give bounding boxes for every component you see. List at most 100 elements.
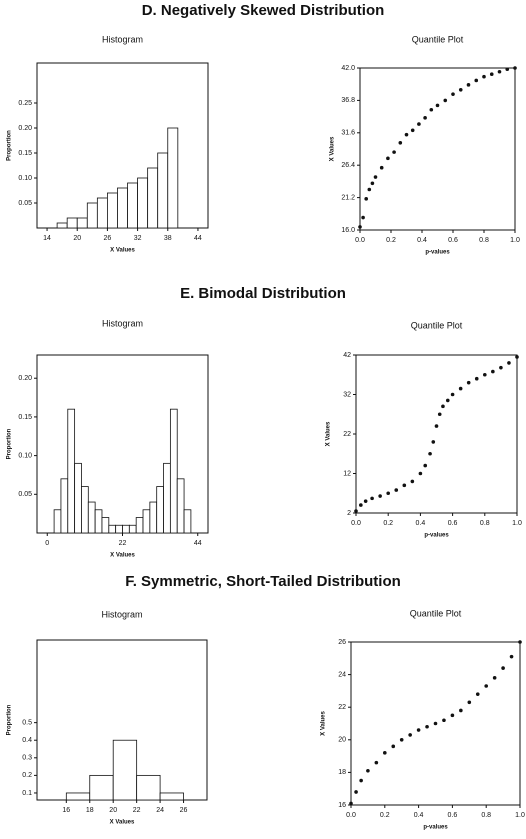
x-tick-label: 0 [45,540,49,547]
point [474,78,479,83]
point [458,386,463,391]
bar [89,774,114,801]
y-tick-label: 12 [343,470,351,477]
x-tick-label: 0.2 [380,812,390,819]
point [410,479,415,484]
point [359,503,363,507]
point [445,398,450,403]
x-axis-label: X Values [110,553,135,559]
point [354,509,358,513]
bar [122,524,130,534]
x-axis-label: p-values [423,825,448,831]
point [431,440,436,444]
y-tick-label: 0.05 [18,491,32,498]
point [450,392,455,397]
y-tick-label: 32 [343,391,351,398]
point [425,724,429,729]
point [398,140,403,145]
bar [76,217,88,229]
bar [53,509,62,534]
x-tick-label: 44 [194,540,202,547]
bar [94,509,103,534]
point [434,424,439,428]
y-axis-label: Proportion [7,428,13,459]
point [358,225,362,229]
point [458,88,463,92]
y-tick-label: 0.20 [18,375,32,382]
y-tick-label: 0.05 [18,200,32,207]
bar [136,774,161,801]
y-tick-label: 0.5 [22,719,32,726]
y-tick-label: 24 [338,671,346,678]
bar [108,524,117,534]
y-tick-label: 36.8 [341,97,355,104]
point [370,496,374,501]
y-tick-label: 0.15 [18,150,32,157]
y-axis-label: Proportion [7,704,13,735]
y-tick-label: 0.3 [22,755,32,762]
bar [96,197,108,229]
x-tick-label: 44 [194,235,202,242]
section-title: F. Symmetric, Short-Tailed Distribution [125,573,401,590]
point [443,98,448,103]
x-tick-label: 20 [73,235,81,242]
point [391,744,396,749]
y-axis-label: X Values [321,710,327,735]
point [492,676,497,680]
point [378,494,382,498]
x-tick-label: 0.2 [383,520,393,527]
bar [117,187,128,229]
bar [176,478,185,534]
y-axis-label: X Values [330,136,336,161]
bar [137,177,149,229]
point [417,122,421,126]
bar [147,167,159,229]
x-tick-label: 26 [180,807,188,814]
point [509,654,514,659]
point [433,721,438,726]
point [366,768,370,773]
point [386,156,390,161]
point [507,361,511,365]
point [489,72,494,77]
bar [135,517,144,534]
x-tick-label: 0.4 [417,237,427,244]
point [374,760,379,765]
y-axis-label: X Values [326,421,332,446]
x-axis-label: p-values [425,250,450,256]
plot-frame [355,354,518,514]
x-tick-label: 0.6 [448,520,458,527]
x-axis-label: p-values [424,533,449,539]
point [404,132,409,137]
plot-frame [350,641,521,806]
bar [163,462,171,534]
y-tick-label: 42.0 [341,65,355,72]
x-axis-label: X Values [110,248,135,254]
point [491,369,495,374]
bar [67,408,76,534]
y-tick-label: 26.4 [341,162,355,169]
point [370,181,375,186]
y-tick-label: 16.0 [341,227,355,234]
point [394,488,399,492]
bar [101,517,110,534]
point [501,666,505,670]
y-tick-label: 0.4 [22,737,32,744]
point [518,640,522,644]
point [515,355,519,359]
chart-title: Quantile Plot [411,320,463,330]
point [423,116,427,120]
point [386,491,391,496]
y-tick-label: 20 [338,737,346,744]
bar [159,792,184,801]
point [435,103,440,108]
x-tick-label: 1.0 [515,812,525,819]
bar [127,182,138,229]
bar [183,509,192,534]
point [408,733,412,737]
x-tick-label: 38 [164,235,172,242]
point [441,404,445,409]
point [402,483,407,488]
chart-title: Histogram [101,609,142,619]
x-tick-label: 32 [134,235,142,242]
